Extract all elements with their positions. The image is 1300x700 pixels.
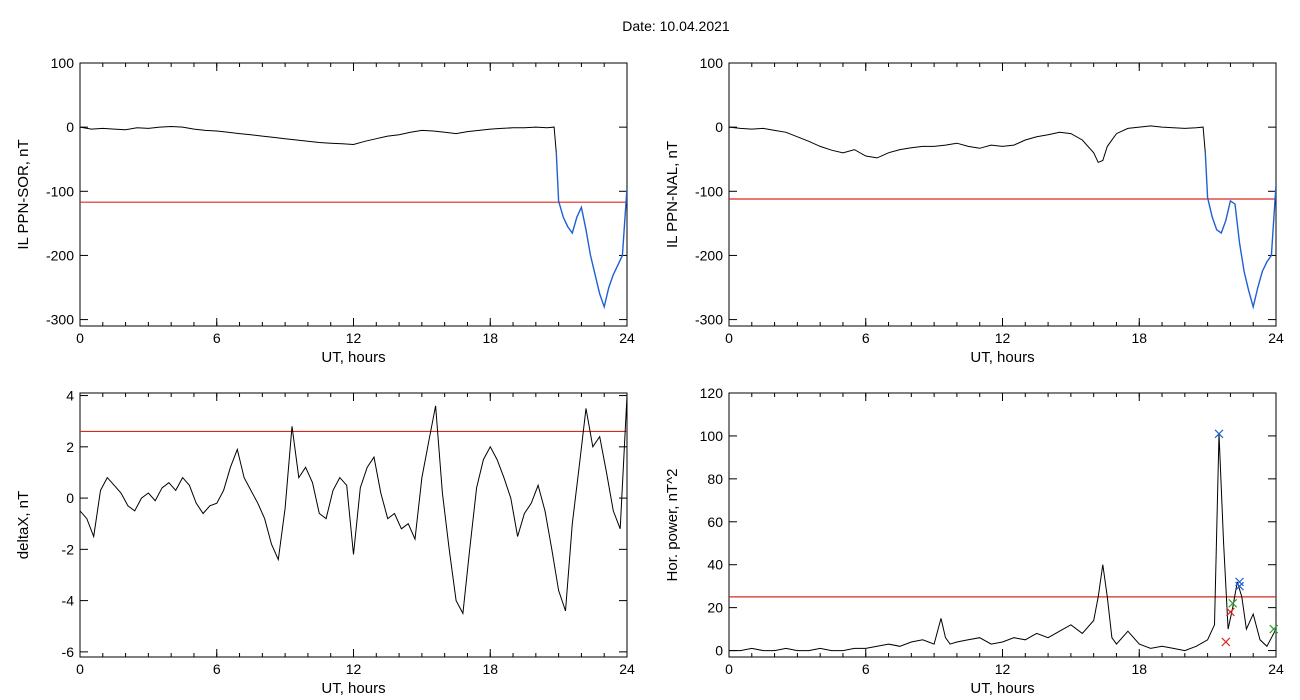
data-trace xyxy=(80,395,627,616)
y-axis-label: deltaX, nT xyxy=(15,491,32,559)
x-axis-label: UT, hours xyxy=(970,349,1034,366)
marker-stroke xyxy=(1269,624,1279,634)
chart-nal: 0 6 12 18 24 100 0 -100 -200 -300 UT, hours IL PPN-… xyxy=(664,55,1284,366)
data-point-marker xyxy=(1225,607,1235,617)
x-tick-label: 18 xyxy=(482,661,498,677)
x-tick-label: 6 xyxy=(862,330,870,346)
x-tick-label: 12 xyxy=(346,330,362,346)
x-tick-label: 0 xyxy=(76,330,84,346)
x-tick-label: 12 xyxy=(346,661,362,677)
x-tick-label: 6 xyxy=(213,330,221,346)
x-tick-label: 24 xyxy=(1268,330,1284,346)
x-tick-label: 6 xyxy=(862,661,870,677)
x-tick-label: 0 xyxy=(725,330,733,346)
y-tick-label: -4 xyxy=(62,593,75,609)
y-tick-label: 100 xyxy=(700,428,724,444)
data-point-marker xyxy=(1214,429,1224,439)
y-tick-label: -300 xyxy=(46,312,74,328)
x-tick-label: 12 xyxy=(995,330,1011,346)
x-tick-label: 24 xyxy=(619,330,635,346)
y-tick-label: -100 xyxy=(46,183,74,199)
x-tick-label: 24 xyxy=(1268,661,1284,677)
y-tick-label: -300 xyxy=(695,312,723,328)
data-trace xyxy=(729,125,1206,164)
marker-stroke xyxy=(1221,637,1231,647)
x-axis-label: UT, hours xyxy=(321,349,385,366)
y-tick-label: 0 xyxy=(715,119,723,135)
plot-frame xyxy=(79,392,628,658)
y-tick-label: 4 xyxy=(66,388,74,404)
data-point-marker xyxy=(1221,637,1231,647)
y-tick-label: 0 xyxy=(715,643,723,659)
x-axis-label: UT, hours xyxy=(321,680,385,697)
data-point-marker xyxy=(1235,577,1244,587)
y-axis-label: IL PPN-SOR, nT xyxy=(15,139,32,249)
y-tick-label: 40 xyxy=(707,557,723,573)
y-tick-label: 100 xyxy=(51,55,75,71)
plot-frame xyxy=(728,392,1277,658)
y-tick-label: 120 xyxy=(700,385,724,401)
marker-stroke xyxy=(1235,581,1244,591)
x-tick-label: 18 xyxy=(482,330,498,346)
data-trace xyxy=(729,433,1276,652)
y-tick-label: 20 xyxy=(707,600,723,616)
x-tick-label: 18 xyxy=(1131,330,1147,346)
y-tick-label: 80 xyxy=(707,471,723,487)
data-point-marker xyxy=(1228,598,1238,608)
marker-stroke xyxy=(1214,429,1224,439)
page-title: Date: 10.04.2021 xyxy=(622,18,730,34)
x-tick-label: 6 xyxy=(213,661,221,677)
y-tick-label: -200 xyxy=(46,247,74,263)
y-tick-label: 60 xyxy=(707,514,723,530)
y-tick-label: 100 xyxy=(700,55,724,71)
x-tick-label: 18 xyxy=(1131,661,1147,677)
marker-stroke xyxy=(1235,577,1244,587)
data-trace-highlight xyxy=(555,152,627,310)
plot-frame xyxy=(79,62,628,327)
y-axis-label: IL PPN-NAL, nT xyxy=(664,141,681,248)
x-tick-label: 0 xyxy=(76,661,84,677)
data-point-marker xyxy=(1269,624,1279,634)
data-trace-highlight xyxy=(1204,152,1276,310)
y-tick-label: -2 xyxy=(62,541,75,557)
y-tick-label: -6 xyxy=(62,644,75,660)
chart-deltax: 0 6 12 18 24 4 2 0 -2 -4 -6 UT, hours deltaX, nT xyxy=(15,388,635,697)
data-trace xyxy=(80,125,557,153)
y-tick-label: 0 xyxy=(66,490,74,506)
x-tick-label: 0 xyxy=(725,661,733,677)
x-axis-label: UT, hours xyxy=(970,680,1034,697)
chart-power: 0 6 12 18 24 120 100 80 60 40 20 0 UT, hours Hor. pow… xyxy=(664,385,1284,697)
y-tick-label: 0 xyxy=(66,119,74,135)
plot-frame xyxy=(728,62,1277,327)
y-tick-label: -100 xyxy=(695,183,723,199)
chart-sor: 0 6 12 18 24 100 0 -100 -200 -300 UT, hours IL PPN-… xyxy=(15,55,635,366)
data-point-marker xyxy=(1235,581,1244,591)
marker-stroke xyxy=(1228,598,1238,608)
y-tick-label: 2 xyxy=(66,439,74,455)
x-tick-label: 24 xyxy=(619,661,635,677)
x-tick-label: 12 xyxy=(995,661,1011,677)
y-axis-label: Hor. power, nT^2 xyxy=(664,469,681,582)
marker-stroke xyxy=(1225,607,1235,617)
y-tick-label: -200 xyxy=(695,247,723,263)
